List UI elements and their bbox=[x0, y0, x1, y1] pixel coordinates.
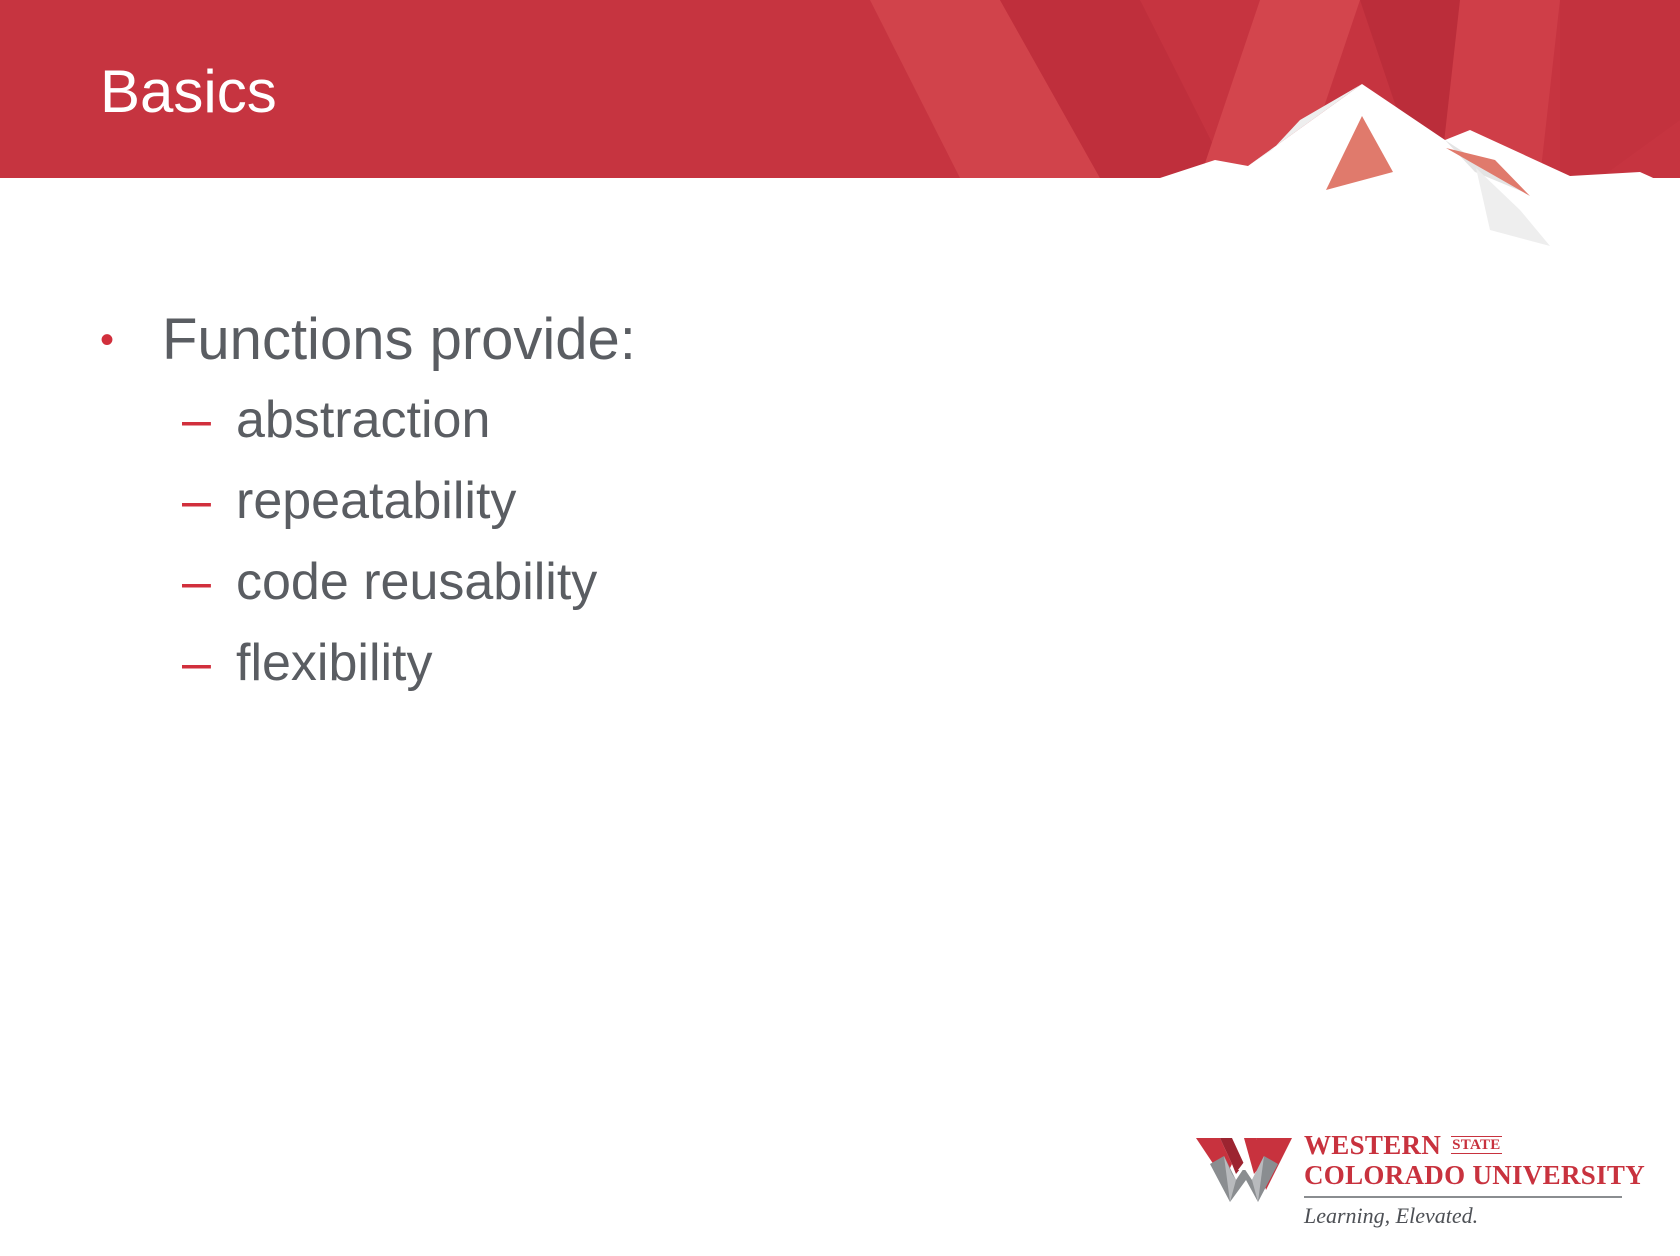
sub-item-text: abstraction bbox=[236, 391, 491, 449]
logo-wordmark-line2: COLORADO UNIVERSITY bbox=[1304, 1160, 1645, 1190]
sub-item-text: repeatability bbox=[236, 472, 517, 530]
slide-title: Basics bbox=[100, 58, 277, 125]
logo-tagline: Learning, Elevated. bbox=[1304, 1203, 1479, 1228]
logo-state-label: STATE bbox=[1451, 1136, 1502, 1154]
logo-wordmark-line1: WESTERN STATE bbox=[1304, 1130, 1502, 1160]
logo-divider bbox=[1304, 1196, 1622, 1198]
university-logo: WESTERN STATE COLORADO UNIVERSITY Learnin… bbox=[1196, 1128, 1645, 1234]
sub-item-repeatability: – repeatability bbox=[96, 461, 1296, 542]
sub-item-flexibility: – flexibility bbox=[96, 623, 1296, 704]
sub-item-text: code reusability bbox=[236, 553, 598, 611]
bullet-list: • Functions provide: – abstraction – rep… bbox=[96, 300, 1296, 704]
w-mountain-logo-icon bbox=[1196, 1138, 1292, 1202]
sub-item-code-reusability: – code reusability bbox=[96, 542, 1296, 623]
bullet-text: Functions provide: bbox=[162, 307, 636, 372]
mountain-banner bbox=[0, 0, 1680, 260]
dash-icon: – bbox=[182, 634, 211, 692]
dash-icon: – bbox=[182, 553, 211, 611]
sub-item-text: flexibility bbox=[236, 634, 433, 692]
dash-icon: – bbox=[182, 391, 211, 449]
sub-bullet-list: – abstraction – repeatability – code reu… bbox=[96, 380, 1296, 704]
sub-item-abstraction: – abstraction bbox=[96, 380, 1296, 461]
dash-icon: – bbox=[182, 472, 211, 530]
bullet-item-functions-provide: • Functions provide: bbox=[96, 300, 1296, 380]
bullet-dot-icon: • bbox=[100, 318, 115, 362]
